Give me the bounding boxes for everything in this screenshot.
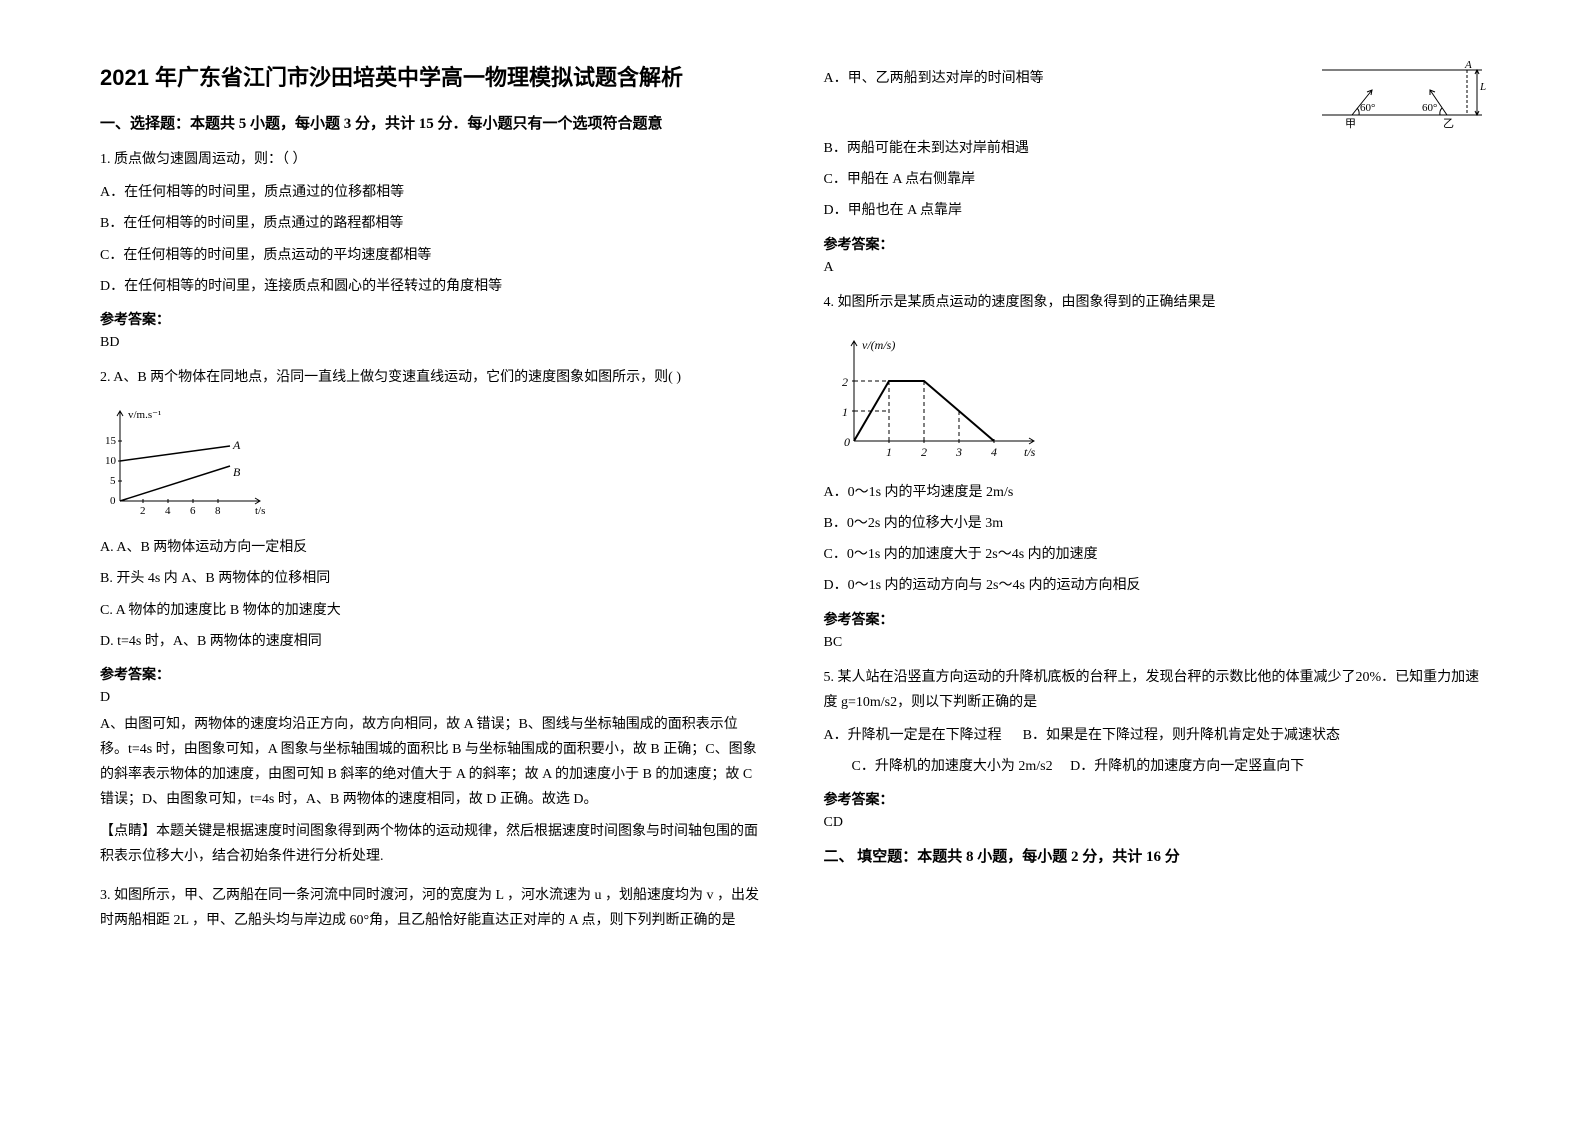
q4-yt-2: 2 [842, 375, 848, 389]
q2-ylabel: v/m.s⁻¹ [128, 409, 161, 421]
q3-opt-d: D．甲船也在 A 点靠岸 [824, 198, 1488, 223]
q5-opt-row1: A．升降机一定是在下降过程 B．如果是在下降过程，则升降机肯定处于减速状态 [824, 723, 1488, 748]
q4-opt-d: D．0～1s 内的运动方向与 2s～4s 内的运动方向相反 [824, 573, 1488, 598]
q2-opt-a: A. A、B 两物体运动方向一定相反 [100, 535, 764, 560]
q2-xlabel: t/s [255, 505, 265, 516]
q2-opt-b: B. 开头 4s 内 A、B 两物体的位移相同 [100, 566, 764, 591]
q1-stem: 1. 质点做匀速圆周运动，则：（ ） [100, 147, 764, 172]
section1-heading: 一、选择题：本题共 5 小题，每小题 3 分，共计 15 分．每小题只有一个选项… [100, 112, 764, 133]
q4-xt-2: 2 [921, 445, 927, 459]
q3-ans: A [824, 260, 1488, 276]
q4-yt-1: 1 [842, 405, 848, 419]
q2-stem: 2. A、B 两个物体在同地点，沿同一直线上做匀变速直线运动，它们的速度图象如图… [100, 365, 764, 390]
q4-stem: 4. 如图所示是某质点运动的速度图象，由图象得到的正确结果是 [824, 290, 1488, 315]
q5-opt-row2: C．升降机的加速度大小为 2m/s2 D．升降机的加速度方向一定竖直向下 [852, 754, 1488, 779]
q3-ans-label: 参考答案： [824, 234, 1488, 254]
svg-text:0: 0 [844, 435, 850, 449]
q3-opt-a: A．甲、乙两船到达对岸的时间相等 [824, 66, 1308, 91]
q4-xt-3: 3 [955, 445, 962, 459]
q4-opt-a: A．0～1s 内的平均速度是 2m/s [824, 480, 1488, 505]
q5-ans: CD [824, 815, 1488, 831]
q2-xt-6: 6 [190, 505, 196, 516]
section2-heading: 二、 填空题：本题共 8 小题，每小题 2 分，共计 16 分 [824, 845, 1488, 866]
q2-xt-8: 8 [215, 505, 221, 516]
q4-xt-4: 4 [991, 445, 997, 459]
q4-opt-c: C．0～1s 内的加速度大于 2s～4s 内的加速度 [824, 542, 1488, 567]
q1-opt-b: B．在任何相等的时间里，质点通过的路程都相等 [100, 211, 764, 236]
q4-opt-b: B．0～2s 内的位移大小是 3m [824, 511, 1488, 536]
q2-line-a-label: A [232, 438, 241, 452]
q3-l-label: L [1479, 81, 1486, 93]
q3-a-label: A [1464, 60, 1472, 71]
q1-opt-a: A．在任何相等的时间里，质点通过的位移都相等 [100, 180, 764, 205]
q5-opt-d: D．升降机的加速度方向一定竖直向下 [1070, 759, 1304, 774]
q5-ans-label: 参考答案： [824, 789, 1488, 809]
q2-yt-15: 15 [105, 435, 117, 447]
q2-line-b-label: B [233, 465, 241, 479]
q2-yt-10: 10 [105, 455, 117, 467]
q1-opt-d: D．在任何相等的时间里，连接质点和圆心的半径转过的角度相等 [100, 274, 764, 299]
q2-xt-4: 4 [165, 505, 171, 516]
q4-vt-chart: v/(m/s) t/s 0 1 2 1 2 3 4 [824, 331, 1044, 461]
q2-vt-chart: v/m.s⁻¹ t/s 0 5 10 15 2 4 6 8 A B [100, 406, 270, 516]
q3-angle2: 60° [1422, 102, 1437, 114]
q2-yt-5: 5 [110, 475, 116, 487]
q5-opt-c: C．升降机的加速度大小为 2m/s2 [852, 759, 1053, 774]
right-column: A．甲、乙两船到达对岸的时间相等 A L 甲 [824, 60, 1488, 1062]
q3-opt-b: B．两船可能在未到达对岸前相遇 [824, 136, 1488, 161]
q4-ans: BC [824, 635, 1488, 651]
q2-expl2: 【点睛】本题关键是根据速度时间图象得到两个物体的运动规律，然后根据速度时间图象与… [100, 819, 764, 869]
page-title: 2021 年广东省江门市沙田培英中学高一物理模拟试题含解析 [100, 60, 764, 92]
svg-text:0: 0 [110, 495, 116, 507]
q5-stem: 5. 某人站在沿竖直方向运动的升降机底板的台秤上，发现台秤的示数比他的体重减少了… [824, 665, 1488, 715]
q1-ans-label: 参考答案： [100, 309, 764, 329]
q3-river-diagram: A L 甲 乙 60° 60° [1317, 60, 1487, 130]
q2-xt-2: 2 [140, 505, 146, 516]
q4-xlabel: t/s [1024, 445, 1036, 459]
q1-ans: BD [100, 335, 764, 351]
q1-opt-c: C．在任何相等的时间里，质点运动的平均速度都相等 [100, 243, 764, 268]
q2-opt-c: C. A 物体的加速度比 B 物体的加速度大 [100, 598, 764, 623]
q4-xt-1: 1 [886, 445, 892, 459]
q2-ans-label: 参考答案： [100, 664, 764, 684]
q3-angle1: 60° [1360, 102, 1375, 114]
q3-stem: 3. 如图所示，甲、乙两船在同一条河流中同时渡河，河的宽度为 L ，河水流速为 … [100, 883, 764, 933]
left-column: 2021 年广东省江门市沙田培英中学高一物理模拟试题含解析 一、选择题：本题共 … [100, 60, 764, 1062]
q2-opt-d: D. t=4s 时，A、B 两物体的速度相同 [100, 629, 764, 654]
q3-boat1-label: 甲 [1345, 118, 1356, 130]
q4-ans-label: 参考答案： [824, 609, 1488, 629]
q5-opt-b: B．如果是在下降过程，则升降机肯定处于减速状态 [1023, 728, 1340, 743]
q3-opt-c: C．甲船在 A 点右侧靠岸 [824, 167, 1488, 192]
q3-boat2-label: 乙 [1443, 117, 1454, 130]
q5-opt-a: A．升降机一定是在下降过程 [824, 728, 1002, 743]
q4-ylabel: v/(m/s) [862, 338, 895, 352]
q2-expl1: A、由图可知，两物体的速度均沿正方向，故方向相同，故 A 错误；B、图线与坐标轴… [100, 712, 764, 813]
q2-ans: D [100, 690, 764, 706]
